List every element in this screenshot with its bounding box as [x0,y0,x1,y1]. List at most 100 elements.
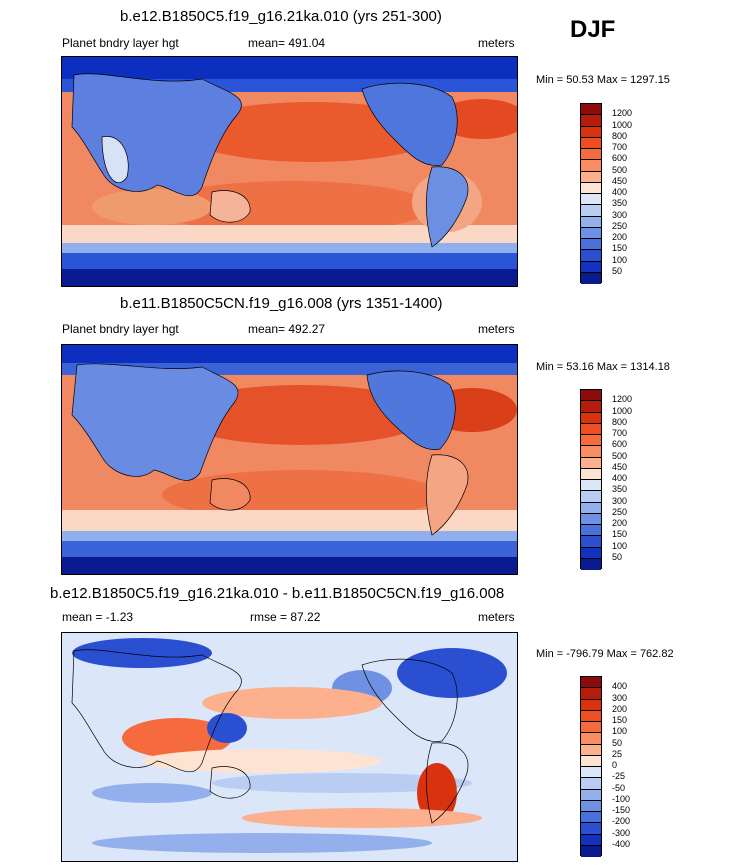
colorbar-tick-label: 200 [612,232,628,242]
season-label: DJF [570,16,616,43]
colorbar-swatch [581,401,601,413]
colorbar-tick-label: 400 [612,187,628,197]
colorbar-tick-label: 200 [612,703,628,714]
colorbar-swatch [581,446,601,458]
panel-1-center-label: mean= 491.04 [248,36,326,50]
colorbar-swatch [581,699,601,711]
colorbar-swatch [581,547,601,559]
panel-1-units: meters [478,36,515,50]
colorbar-swatch [581,216,601,228]
colorbar-swatch [581,767,601,779]
panel-1-map [61,56,518,287]
colorbar-tick-label: 150 [612,529,628,540]
colorbar-tick-label: 1200 [612,108,633,119]
colorbar-swatch [581,688,601,700]
colorbar-swatch [581,239,601,251]
panel-3-title: b.e12.B1850C5.f19_g16.21ka.010 - b.e11.B… [50,585,505,602]
colorbar-tick-label: 800 [612,416,628,427]
colorbar-swatch [581,710,601,722]
colorbar-tick-label: 600 [612,439,628,450]
colorbar-tick-label: 350 [612,198,628,209]
panel-1-left-label: Planet bndry layer hgt [62,36,179,50]
panel-1-minmax: Min = 50.53 Max = 1297.15 [536,74,670,86]
colorbar-tick-label: -25 [612,771,626,782]
colorbar-tick-label: 250 [612,506,628,517]
colorbar-swatch [581,104,601,116]
colorbar-tick-label: 50 [612,265,623,276]
panel-3-map-canvas [62,633,517,861]
colorbar-swatch [581,823,601,835]
colorbar-swatch [581,205,601,217]
colorbar-tick-label: -200 [612,816,631,827]
colorbar-tick-label: 50 [612,737,623,748]
panel-3-colorbar [580,676,602,857]
colorbar-swatch [581,525,601,537]
colorbar-tick-label: 450 [612,175,628,186]
colorbar-swatch [581,513,601,525]
panel-2-title: b.e11.B1850C5CN.f19_g16.008 (yrs 1351-14… [120,295,443,312]
colorbar-swatch [581,468,601,480]
panel-2-map [61,344,518,575]
colorbar-tick-label: 800 [612,130,628,141]
colorbar-swatch [581,722,601,734]
colorbar-tick-label: 400 [612,473,628,483]
colorbar-swatch [581,250,601,262]
colorbar-swatch [581,677,601,689]
panel-3-center-label: rmse = 87.22 [250,610,321,624]
colorbar-swatch [581,149,601,161]
panel-1-map-canvas [62,57,517,286]
colorbar-tick-label: 250 [612,220,628,231]
colorbar-swatch [581,558,601,570]
panel-3-left-label: mean = -1.23 [62,610,134,624]
colorbar-swatch [581,115,601,127]
colorbar-swatch [581,457,601,469]
colorbar-tick-label: 25 [612,748,623,759]
colorbar-tick-label: 150 [612,243,628,254]
panel-2-minmax: Min = 53.16 Max = 1314.18 [536,361,670,373]
colorbar-tick-label: 400 [612,681,628,692]
colorbar-swatch [581,480,601,492]
colorbar-tick-label: 100 [612,540,628,551]
colorbar-swatch [581,182,601,194]
panel-2-units: meters [478,322,515,336]
colorbar-swatch [581,126,601,138]
panel-1-title: b.e12.B1850C5.f19_g16.21ka.010 (yrs 251-… [120,8,442,25]
panel-2-colorbar [580,389,602,570]
panel-3-units: meters [478,610,515,624]
colorbar-swatch [581,744,601,756]
colorbar-tick-label: 450 [612,461,628,472]
colorbar-tick-label: 1000 [612,405,633,416]
colorbar-swatch [581,733,601,745]
colorbar-tick-label: 200 [612,518,628,528]
colorbar-tick-label: 150 [612,715,628,725]
colorbar-tick-label: 700 [612,142,628,152]
panel-1-colorbar [580,103,602,284]
colorbar-swatch [581,160,601,172]
panel-3-minmax: Min = -796.79 Max = 762.82 [536,648,674,660]
colorbar-tick-label: -150 [612,805,631,815]
colorbar-swatch [581,412,601,424]
colorbar-tick-label: 50 [612,551,623,562]
panel-2-left-label: Planet bndry layer hgt [62,322,179,336]
colorbar-swatch [581,423,601,435]
colorbar-swatch [581,800,601,812]
colorbar-tick-label: 350 [612,484,628,495]
colorbar-swatch [581,755,601,767]
colorbar-tick-label: 1000 [612,119,633,130]
colorbar-tick-label: -300 [612,827,631,838]
colorbar-swatch [581,491,601,503]
colorbar-tick-label: -50 [612,782,626,793]
colorbar-tick-label: 1200 [612,394,633,405]
colorbar-swatch [581,778,601,790]
colorbar-tick-label: 700 [612,428,628,438]
colorbar-swatch [581,171,601,183]
colorbar-tick-label: -100 [612,793,631,804]
colorbar-tick-label: -400 [612,838,631,849]
colorbar-tick-label: 100 [612,254,628,265]
colorbar-swatch [581,812,601,824]
panel-2-map-canvas [62,345,517,574]
colorbar-swatch [581,845,601,857]
colorbar-tick-label: 300 [612,495,628,506]
colorbar-swatch [581,435,601,447]
panel-3-map [61,632,518,862]
